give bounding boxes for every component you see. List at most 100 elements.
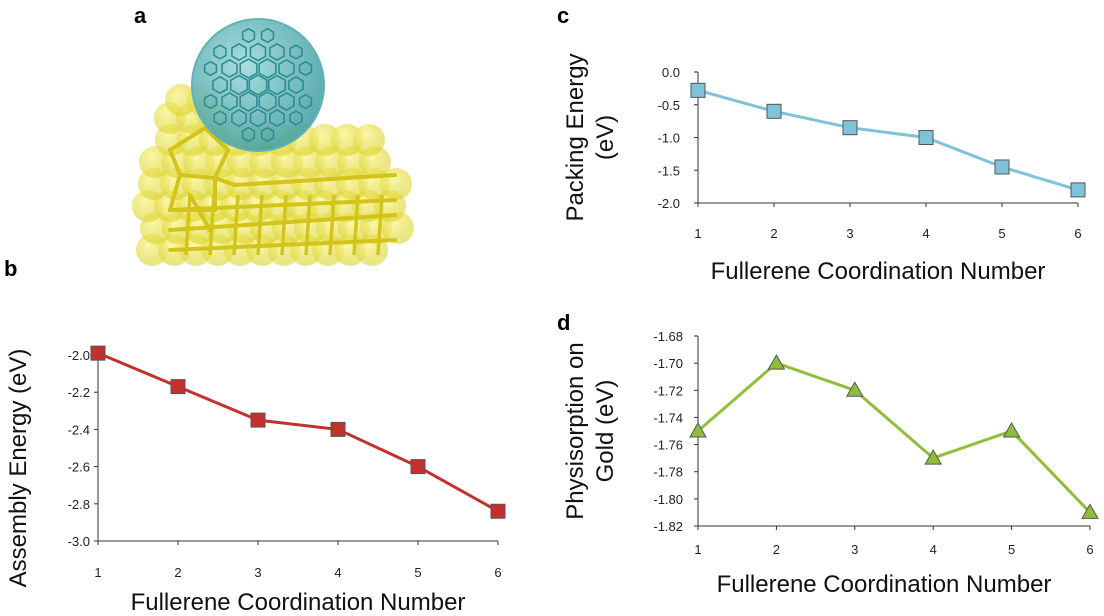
x-tick-label: 4 [922,226,929,241]
series-line [97,351,499,513]
data-point [767,354,786,370]
fullerene-ring [212,75,228,95]
x-axis-title: Fullerene Coordination Number [717,571,1052,598]
fullerene-ring [298,93,313,110]
fullerene-ring [258,58,277,79]
x-tick-label: 2 [773,542,780,557]
y-tick-label: -2.0 [68,348,90,363]
fullerene-ring [288,75,304,95]
fullerene-ring [203,60,218,77]
fullerene-ring [258,91,277,112]
y-tick-label: -1.5 [658,163,680,178]
data-point [170,379,186,395]
panel-letter-a: a [134,3,147,28]
fullerene-cage [191,18,325,152]
fullerene-ring [231,42,247,62]
y-tick-label: -1.76 [653,438,683,453]
data-point [924,449,943,465]
y-tick-label: -1.80 [653,492,683,507]
fullerene-ring [231,108,247,128]
gold-bond [233,173,397,187]
y-tick-label: -2.6 [68,460,90,475]
fullerene-ring [260,27,275,44]
fullerene-ring [221,91,238,112]
y-axis-title-line: Physisorption on [562,342,589,519]
y-tick-label: -2.4 [68,422,90,437]
fullerene-ring [269,42,285,62]
x-tick-label: 6 [494,565,501,580]
data-point [1002,421,1021,438]
x-tick-label: 6 [1074,226,1081,241]
gold-bond [304,194,312,256]
gold-bond [256,194,264,256]
gold-atom [165,84,197,116]
x-tick-label: 6 [1086,542,1093,557]
gold-bond [213,176,237,187]
x-tick-label: 1 [694,226,701,241]
data-point [689,421,707,438]
y-axis-title-line: Gold (eV) [592,380,619,483]
fullerene-ring [213,44,227,60]
data-point [1070,182,1086,198]
gold-bond [232,194,240,256]
gold-bond [376,194,384,256]
panel-letter-d: d [557,310,570,335]
fullerene-ring [289,110,303,126]
x-tick-label: 1 [94,565,101,580]
x-tick-label: 1 [694,542,701,557]
fullerene-ring [213,110,227,126]
fullerene-ring [248,74,268,96]
data-point [330,421,346,437]
fullerene-ring [260,126,275,143]
y-tick-label: -1.70 [653,356,683,371]
gold-bond [168,173,182,212]
y-tick-label: -1.68 [653,329,683,344]
x-tick-label: 2 [770,226,777,241]
data-point [918,130,934,145]
gold-bond [178,173,217,180]
gold-atom [353,124,385,156]
gold-bond [213,148,230,180]
y-tick-label: -1.74 [653,410,683,425]
fullerene-ring [221,58,238,79]
data-point [994,159,1010,175]
y-tick-label: 0.0 [662,65,680,80]
x-tick-label: 5 [998,226,1005,241]
y-tick-label: -2.8 [68,497,90,512]
series-line [697,88,1079,192]
chart-physisorption: -1.68 -1.70 -1.72 -1.74 -1.76 -1.78 -1.80 -1.82… [562,329,1099,598]
y-axis-title-line: Packing Energy [562,53,589,221]
fullerene-ring [278,58,295,79]
data-point [690,82,706,98]
fullerene-ring [267,74,287,96]
gold-atom [139,146,171,178]
fullerene-ring [203,93,218,110]
chart-assembly-energy: -2.0 -2.2 -2.4 -2.6 -2.8 -3.0 1 2 3 4 5 6 Fullerene … [5,345,506,616]
x-axis-title: Fullerene Coordination Number [131,589,466,616]
gold-bond [184,194,192,256]
series-line [697,361,1092,514]
x-tick-label: 3 [851,542,858,557]
fullerene-shell [191,18,325,152]
fullerene-ring [249,42,267,62]
fullerene-ring [278,91,295,112]
panel-letter-b: b [4,256,17,281]
chart-packing-energy: 0.0 -0.5 -1.0 -1.5 -2.0 1 2 3 4 5 6 Fullerene Coord… [562,53,1086,285]
x-tick-label: 2 [174,565,181,580]
fullerene-ring [298,60,313,77]
panel-letter-c: c [557,3,569,28]
fullerene-ring [241,27,256,44]
fullerene-ring [269,108,285,128]
data-point [250,412,266,428]
gold-bond [328,194,336,256]
x-tick-label: 4 [334,565,341,580]
data-point [842,120,858,136]
gold-bond [168,148,182,177]
data-point [845,381,864,397]
data-point [410,459,426,475]
fullerene-ring [289,44,303,60]
fullerene-ring [249,108,267,128]
x-tick-label: 5 [414,565,421,580]
y-tick-label: -1.72 [653,383,683,398]
